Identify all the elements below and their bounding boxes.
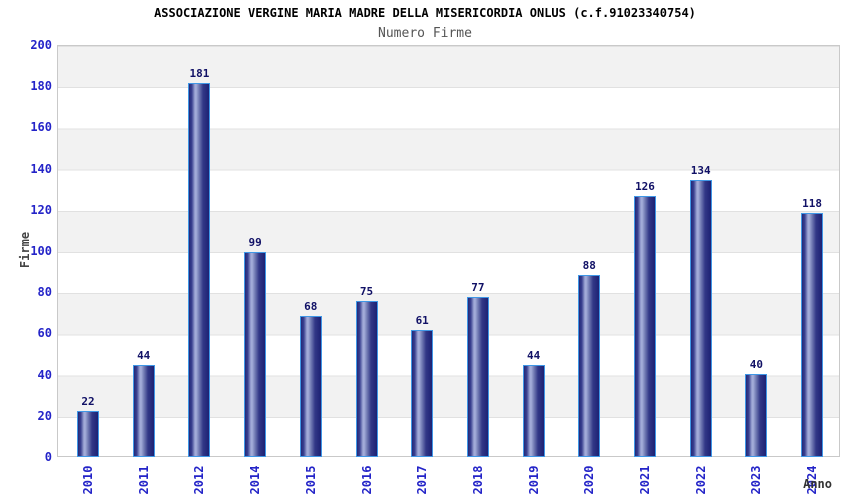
x-tick-label: 2021	[638, 465, 652, 495]
bar-value-label: 22	[81, 395, 95, 408]
bar	[244, 252, 267, 457]
bar-value-label: 75	[359, 285, 374, 298]
y-tick-label: 140	[30, 161, 52, 176]
bar-value-label: 181	[189, 67, 210, 80]
y-tick-label: 160	[30, 120, 52, 135]
x-tick-label: 2018	[470, 465, 485, 495]
x-tick-label: 2012	[192, 465, 207, 495]
y-axis-title: Firme	[18, 231, 32, 269]
x-tick-label: 2022	[693, 465, 708, 495]
bar	[188, 83, 211, 457]
x-tick-label: 2023	[749, 465, 764, 495]
bar-value-label: 77	[471, 281, 485, 294]
bar	[578, 275, 601, 457]
bar	[801, 213, 824, 457]
y-tick-label: 100	[30, 244, 52, 258]
bar	[355, 301, 378, 457]
x-tick-label: 2010	[81, 465, 95, 495]
bar	[689, 180, 712, 457]
x-axis-title: Anno	[803, 477, 832, 491]
x-tick-label: 2019	[526, 465, 541, 495]
chart-title: ASSOCIAZIONE VERGINE MARIA MADRE DELLA M…	[154, 6, 696, 20]
y-tick-label: 80	[37, 285, 52, 300]
bar	[466, 297, 489, 457]
bar	[77, 411, 99, 457]
bar	[634, 196, 656, 457]
bar-value-label: 68	[304, 300, 318, 313]
bar	[411, 330, 434, 457]
y-tick-label: 180	[30, 79, 52, 94]
y-tick-label: 200	[30, 38, 52, 52]
y-tick-label: 0	[44, 450, 52, 464]
bar-value-label: 126	[635, 180, 655, 193]
bar-value-label: 61	[415, 314, 429, 327]
bar-value-label: 134	[690, 164, 711, 177]
bar-value-label: 99	[248, 236, 262, 249]
x-tick-label: 2014	[248, 465, 263, 495]
bar	[522, 365, 545, 457]
bar-value-label: 118	[802, 197, 823, 210]
bar-value-label: 44	[526, 349, 541, 362]
y-tick-label: 120	[30, 202, 52, 217]
x-tick-label: 2011	[136, 465, 151, 495]
bar	[745, 374, 768, 457]
chart-subtitle: Numero Firme	[378, 26, 472, 41]
y-tick-label: 40	[37, 367, 52, 382]
x-tick-label: 2016	[359, 465, 374, 495]
y-tick-label: 60	[37, 326, 52, 341]
bar-value-label: 44	[137, 349, 151, 362]
bar-value-label: 40	[749, 358, 764, 371]
bar	[132, 365, 155, 457]
bar	[299, 316, 322, 457]
x-tick-label: 2020	[582, 465, 597, 495]
plot-area	[57, 45, 840, 457]
y-tick-label: 20	[37, 408, 52, 423]
bar-value-label: 88	[582, 259, 596, 272]
x-tick-label: 2015	[303, 465, 318, 495]
x-tick-label: 2017	[415, 465, 430, 495]
